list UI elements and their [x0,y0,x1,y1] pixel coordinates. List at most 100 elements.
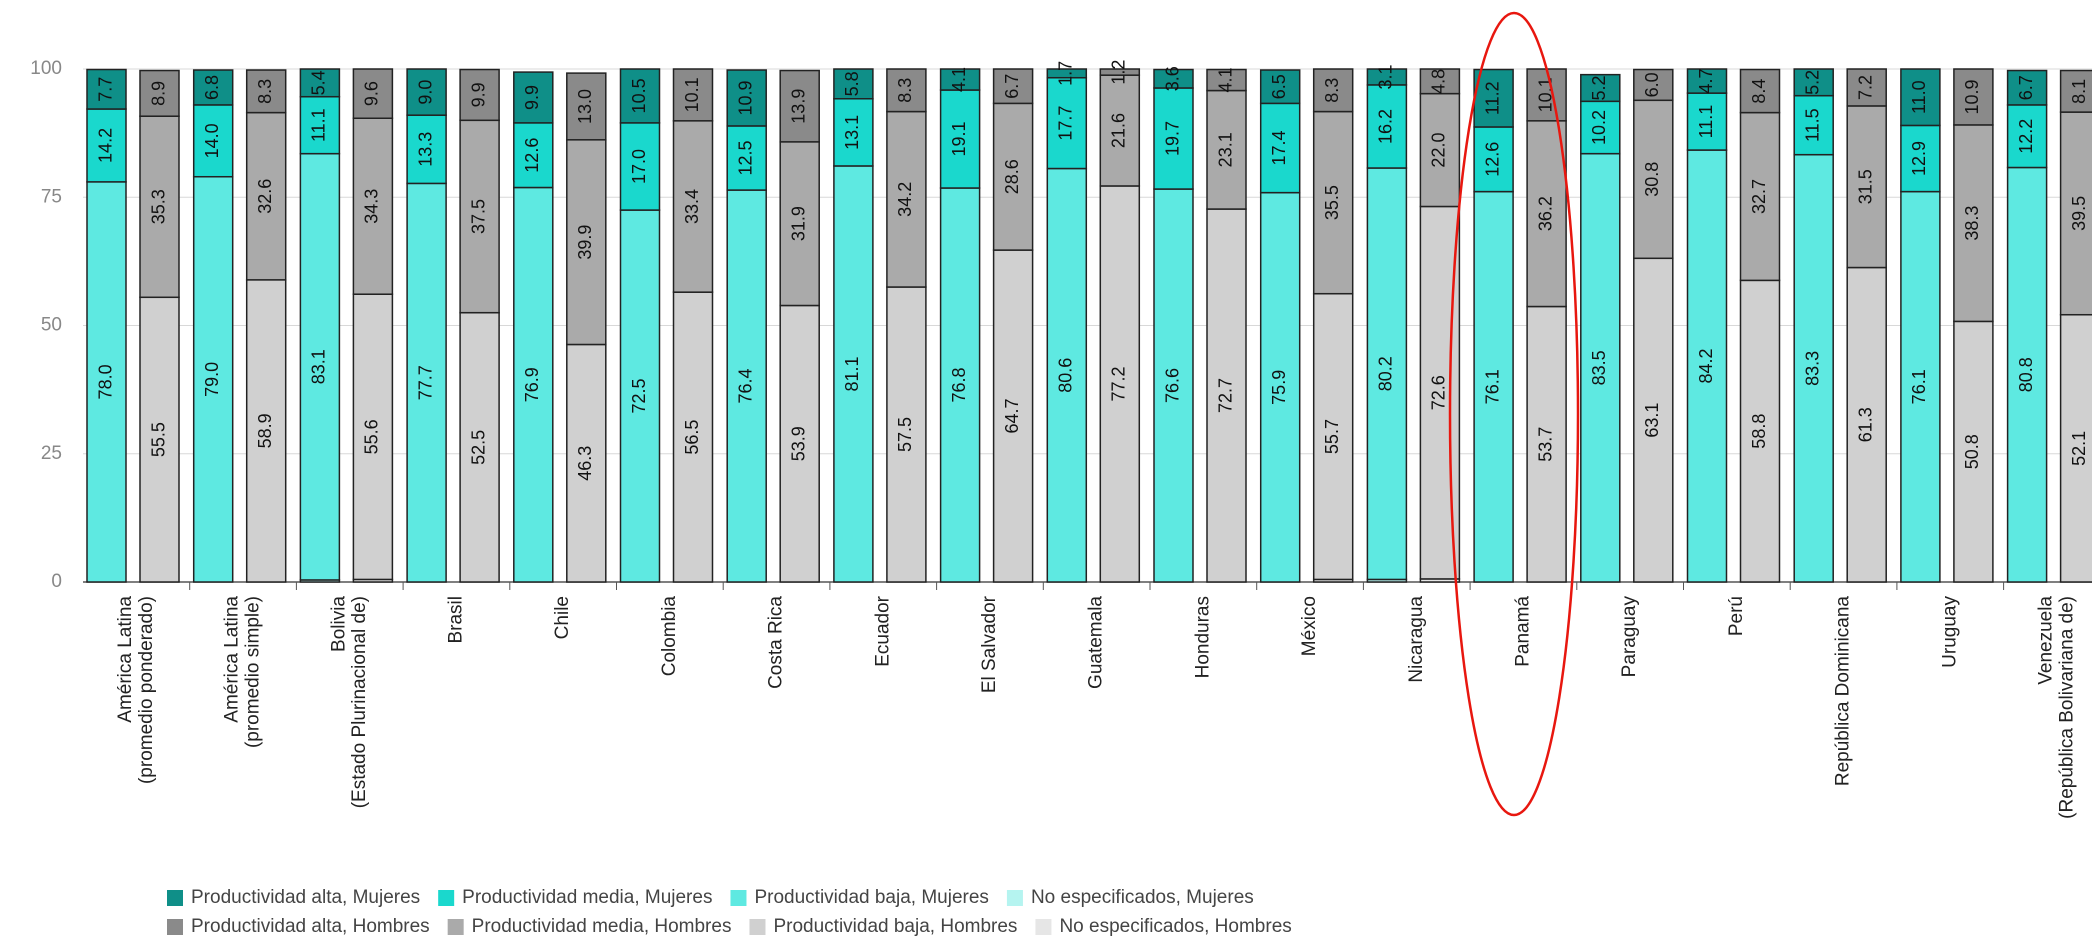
value-label: 17.0 [629,149,649,184]
value-label: 56.5 [682,420,702,455]
y-tick-label: 25 [41,443,62,464]
value-label: 50.8 [1962,434,1982,469]
value-label: 76.1 [1482,369,1502,404]
bar-segment [139,296,180,583]
value-label: 11.1 [309,108,329,142]
value-label: 3.6 [1162,66,1182,91]
bar-segment [726,69,767,127]
value-label: 8.3 [1322,78,1342,103]
bar-segment [619,68,661,124]
x-tick-label: Ecuador [872,595,893,666]
bar-segment [1633,68,1674,102]
bar-segment [406,114,447,185]
bar-segment [566,139,607,346]
value-label: 76.8 [949,367,969,402]
value-label: 7.2 [1855,75,1875,100]
bar-segment [939,187,981,583]
bar-segment [1259,69,1301,105]
bar-segment [566,343,607,583]
x-tick-label: América Latina(promedio simple) [222,596,264,748]
value-label: 10.1 [682,77,702,112]
bar-segment [833,165,874,583]
value-label: 80.2 [1376,356,1396,391]
value-label: 19.1 [949,122,969,157]
x-tick-label: Honduras [1192,596,1213,678]
value-label: 5.2 [1802,70,1822,95]
value-label: 31.9 [788,206,808,241]
value-label: 11.2 [1482,81,1502,115]
bar-segment [139,115,180,299]
value-label: 77.7 [415,365,435,400]
value-label: 6.7 [1002,74,1022,99]
value-label: 10.9 [1962,79,1982,114]
bar-segment [1846,68,1887,107]
value-label: 63.1 [1642,403,1662,438]
bar-segment [459,68,500,122]
bar-segment [1526,68,1567,122]
y-tick-label: 100 [30,58,62,79]
value-label: 52.1 [2069,431,2089,466]
bar-segment [1686,92,1728,151]
value-label: 12.6 [522,138,542,173]
legend-swatch [438,890,455,906]
bar-segment [352,293,394,581]
bar-segment [779,141,820,307]
value-label: 8.9 [148,81,168,106]
x-tick-label: Brasil [445,596,466,644]
bar-segment [1526,120,1567,308]
value-label: 5.2 [1589,75,1609,100]
value-label: 55.6 [362,419,382,454]
value-label: 17.7 [1056,106,1076,141]
value-label: 35.3 [148,189,168,224]
value-label: 4.7 [1696,69,1716,94]
bar-segment [1206,68,1247,92]
value-label: 80.8 [2016,357,2036,392]
bar-segment [2059,69,2092,113]
value-label: 19.7 [1162,121,1182,156]
value-label: 9.6 [362,81,382,106]
value-label: 72.5 [629,379,649,414]
bar-segment [299,68,341,98]
value-label: 11.5 [1802,108,1822,142]
value-label: 83.3 [1802,351,1822,386]
bar-segment [352,68,394,119]
value-label: 6.5 [1269,74,1289,99]
value-label: 36.2 [1535,196,1555,231]
y-tick-label: 50 [41,315,62,336]
value-label: 8.4 [1749,79,1769,104]
value-label: 16.2 [1376,109,1396,144]
value-label: 76.9 [522,367,542,402]
value-label: 58.8 [1749,414,1769,449]
x-tick-label: Perú [1726,596,1747,636]
bar-segment [513,71,554,124]
bar-segment [1686,149,1728,583]
bar-segment [1739,111,1781,282]
bar-segment [192,69,234,106]
bar-segment [566,72,607,141]
bar-segment [1686,68,1728,94]
value-label: 72.7 [1215,378,1235,413]
bar-segment [1900,190,1941,583]
value-label: 23.1 [1215,132,1235,167]
value-label: 6.8 [202,75,222,100]
value-label: 4.1 [1215,68,1235,93]
bar-segment [299,152,341,581]
bar-segment [1953,124,1994,323]
value-label: 38.3 [1962,206,1982,241]
value-label: 83.1 [309,349,329,384]
value-label: 14.0 [202,123,222,158]
value-label: 9.9 [522,85,542,110]
value-label: 5.8 [842,71,862,96]
value-label: 33.4 [682,189,702,224]
x-tick-label: Venezuela(República Bolivariana de) [2036,596,2078,819]
bar-segment [1953,68,1994,126]
value-label: 12.5 [735,140,755,175]
value-label: 32.7 [1749,179,1769,214]
bar-segment [245,279,287,583]
value-label: 81.1 [842,356,862,391]
bar-segment [1793,94,1834,156]
value-label: 34.2 [895,182,915,217]
value-label: 32.6 [255,179,275,214]
value-label: 35.5 [1322,185,1342,220]
